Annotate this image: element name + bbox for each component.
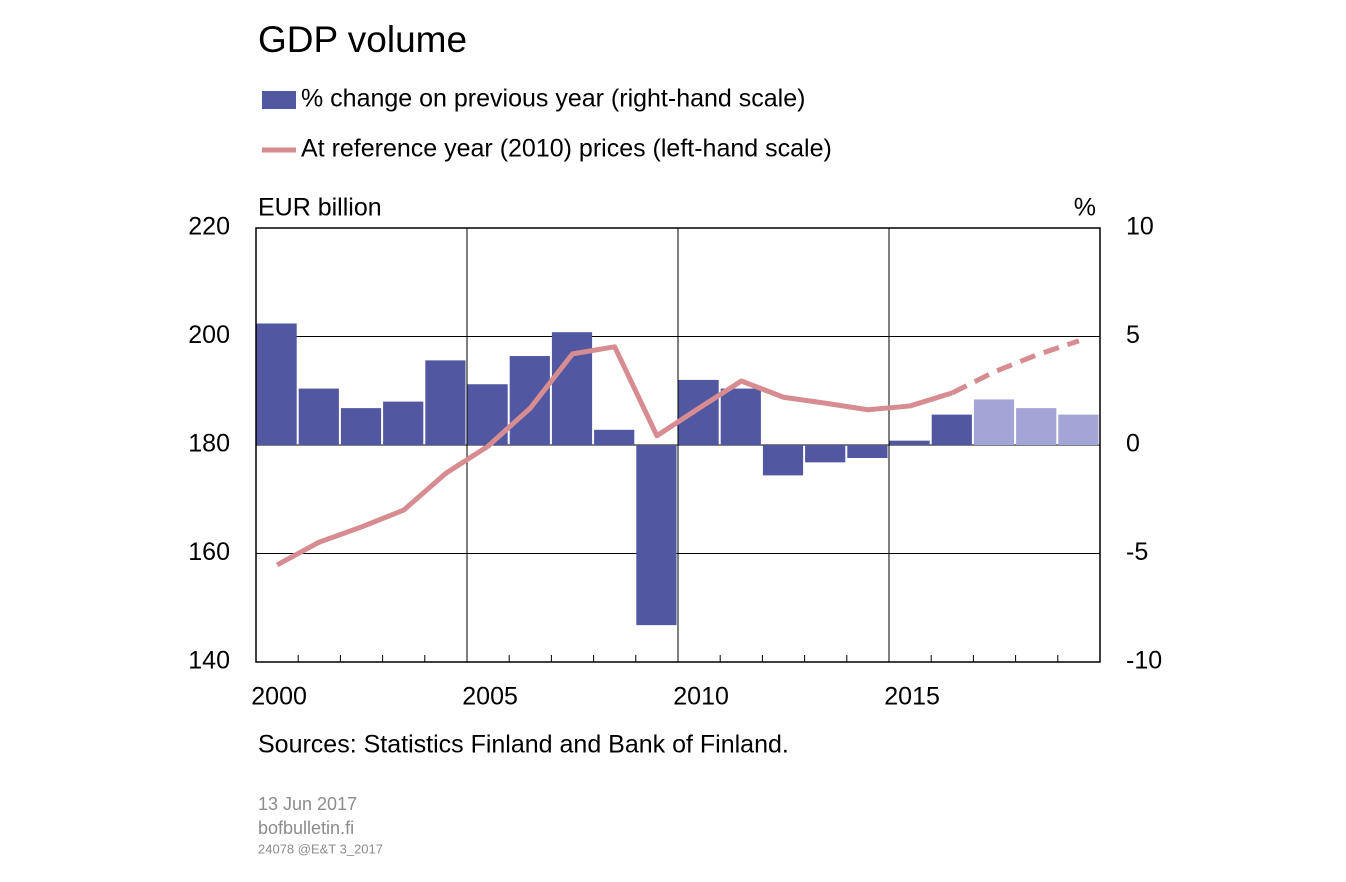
- y-tick-label: 160: [188, 538, 230, 566]
- x-tick-label: 2005: [462, 683, 518, 711]
- x-tick-label: 2010: [673, 683, 729, 711]
- y2-tick-label: 5: [1126, 321, 1140, 349]
- y2-tick-label: 0: [1126, 430, 1140, 458]
- y-tick-label: 180: [188, 430, 230, 458]
- y2-axis-label: %: [1074, 194, 1096, 222]
- legend-label: At reference year (2010) prices (left-ha…: [301, 135, 832, 163]
- line: [951, 338, 1080, 396]
- bar: [298, 388, 339, 445]
- bar: [973, 399, 1015, 445]
- bar: [678, 379, 719, 445]
- y2-tick-label: -10: [1126, 647, 1162, 675]
- legend-swatch: [262, 91, 296, 109]
- bar: [509, 356, 550, 445]
- legend-label: % change on previous year (right-hand sc…: [301, 85, 805, 113]
- x-tick-label: 2000: [251, 683, 307, 711]
- plot-frame: [255, 227, 1101, 663]
- bar: [594, 429, 635, 445]
- bar: [931, 414, 972, 445]
- bar: [425, 360, 466, 445]
- bar: [762, 445, 804, 476]
- chart-title: GDP volume: [258, 19, 467, 60]
- x-tick-label: 2015: [884, 683, 940, 711]
- bar: [1016, 408, 1057, 445]
- bar: [720, 388, 761, 445]
- bar: [340, 408, 382, 445]
- code: 24078 @E&T 3_2017: [258, 841, 383, 856]
- y-axis-label: EUR billion: [258, 194, 382, 222]
- source: Sources: Statistics Finland and Bank of …: [258, 731, 789, 759]
- y2-tick-label: 10: [1126, 213, 1154, 241]
- bar: [256, 323, 297, 445]
- bar: [889, 440, 930, 445]
- bar: [383, 401, 424, 445]
- bar: [847, 445, 888, 459]
- bar: [805, 445, 846, 463]
- y-tick-label: 220: [188, 213, 230, 241]
- y2-tick-label: -5: [1126, 538, 1148, 566]
- date: 13 Jun 2017: [258, 794, 357, 814]
- site: bofbulletin.fi: [258, 818, 354, 838]
- bar: [1058, 414, 1099, 445]
- line: [275, 344, 954, 568]
- bar: [636, 445, 677, 626]
- y-tick-label: 200: [188, 321, 230, 349]
- y-tick-label: 140: [188, 647, 230, 675]
